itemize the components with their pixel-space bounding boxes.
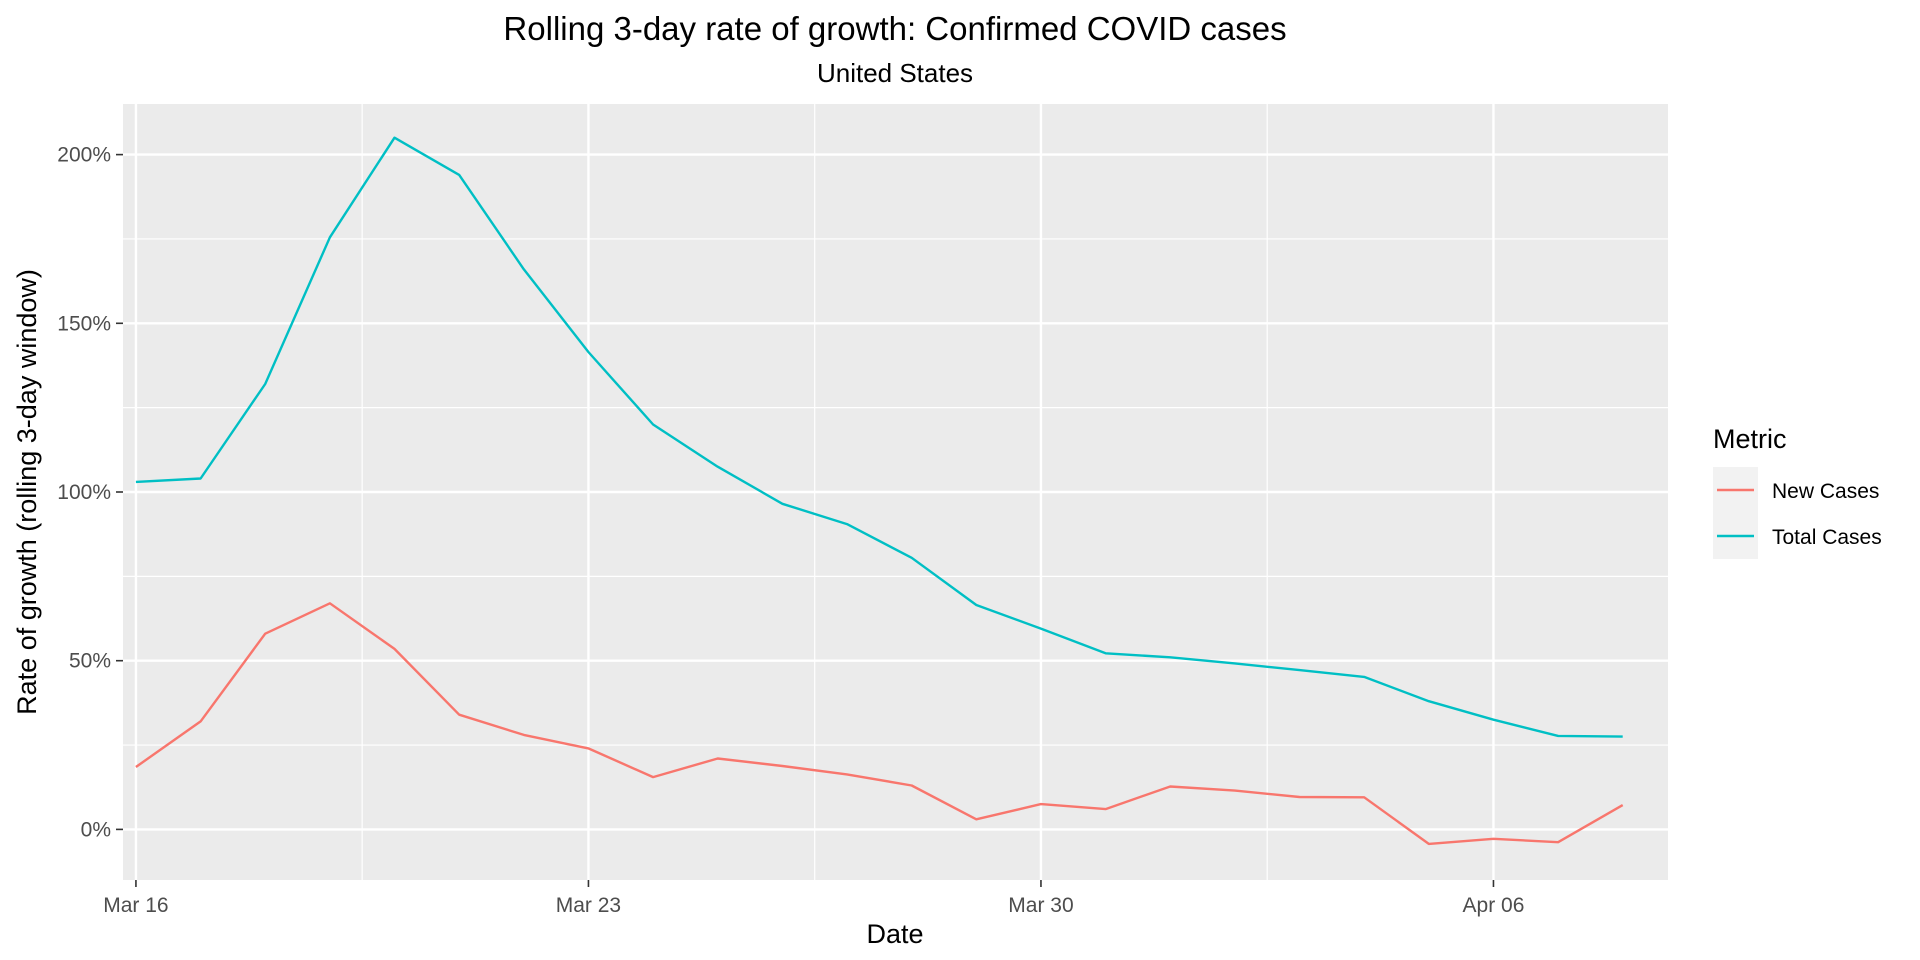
series-layer [135,136,1624,846]
legend-label-new-cases: New Cases [1772,480,1879,503]
y-axis: 0% 50% 100% 150% 200% [57,144,123,841]
y-tick-label: 0% [81,818,111,841]
x-tick-label: Mar 23 [556,894,621,917]
series-line-new-cases [135,602,1624,846]
y-axis-title: Rate of growth (rolling 3-day window) [12,269,42,715]
legend-label-total-cases: Total Cases [1772,526,1882,549]
legend: Metric New Cases Total Cases [1713,424,1882,559]
y-tick-label: 50% [69,650,111,673]
chart-subtitle: United States [817,58,973,88]
legend-key-background [1713,467,1758,559]
chart-title: Rolling 3-day rate of growth: Confirmed … [503,10,1286,47]
x-tick-label: Mar 30 [1008,894,1073,917]
legend-title: Metric [1713,424,1787,454]
x-axis: Mar 16 Mar 23 Mar 30 Apr 06 [103,880,1524,917]
grid-major [123,104,1668,880]
x-tick-label: Apr 06 [1463,894,1525,917]
series-line-total-cases [135,136,1623,738]
y-tick-label: 200% [57,144,111,167]
y-tick-label: 100% [57,481,111,504]
x-tick-label: Mar 16 [103,894,168,917]
y-tick-label: 150% [57,312,111,335]
x-axis-title: Date [866,919,923,949]
